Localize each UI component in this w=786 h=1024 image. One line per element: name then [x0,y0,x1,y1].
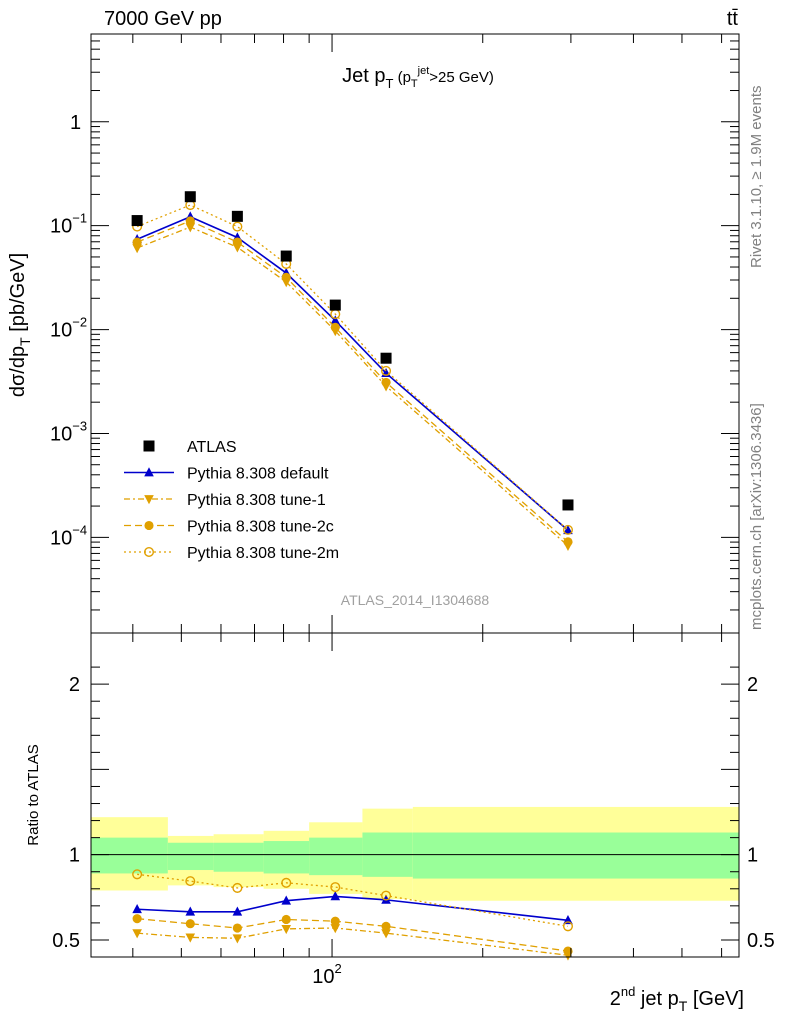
ratio-y-tick-label-right: 1 [747,845,758,867]
main-series-0-point [562,499,574,511]
plot-title: Jet pT (pTjet>25 GeV) [342,65,494,91]
ratio-series-2-point [132,929,142,939]
ratio-series-3-line [137,917,569,952]
ratio-series-4-point [232,882,243,893]
main-series-4-line [136,204,569,531]
legend-label: Pythia 8.308 tune-1 [187,492,326,509]
ratio-y-tick-label-left: 2 [69,674,80,696]
band-inner-bin [263,841,310,874]
legend: ATLAS Pythia 8.308 default Pythia 8.308 tu… [124,439,339,562]
main-series-4-point [381,365,392,376]
ratio-series-4-point [132,869,143,880]
main-series-3-point [563,537,573,547]
main-series-1-point [330,315,341,325]
main-series-4-point [562,524,573,535]
ratio-y-tick-label-left: 0.5 [52,930,80,952]
ratio-frame [90,632,740,958]
legend-marker [144,520,154,531]
ratio-series-2-point [330,924,341,934]
y-tick-label: 10−4 [50,522,87,549]
main-frame [90,33,740,634]
ratio-series-3-point [563,946,573,956]
legend-marker [144,467,154,477]
ratio-series-4-point [185,876,196,887]
ratio-y-tick-label-right: 0.5 [747,930,775,952]
axes-frames: 102 10−4 10−3 10−2 10−1 1 0.5 0.5 1 1 2 2 [50,33,775,988]
ratio-series-3-point [330,916,340,926]
ratio-series-4-line [137,873,569,927]
band-inner-bin [309,837,363,876]
svg-text:Ratio to ATLAS: Ratio to ATLAS [25,744,42,845]
main-series-3-point [232,237,242,247]
y-tick-label: 1 [70,112,81,134]
band-inner-bin [91,837,168,874]
main-series-3-point [381,377,391,387]
ratio-series-3-point [232,923,242,933]
ratio-series-1-point [281,895,292,905]
main-series-0-point [231,210,243,222]
legend-label: Pythia 8.308 default [187,466,329,483]
ratio-series-3-point [381,921,391,931]
main-series-2-point [132,244,142,254]
ratio-series-1-point [330,891,341,901]
main-series-1-point [563,524,573,535]
band-inner-bin [213,842,264,872]
band-inner-bin [167,842,214,871]
ratio-series-3-point [132,914,142,924]
rivet-version-label: Rivet 3.1.10, ≥ 1.9M events [748,85,765,269]
legend-label: Pythia 8.308 tune-2c [187,519,334,536]
main-series-0-point [329,299,341,311]
ratio-series-1-point [185,906,196,916]
main-series-0-point [184,191,196,203]
ratio-panel [91,806,739,901]
x-axis-title: 2nd jet pT [GeV] [610,984,744,1014]
main-y-axis-title: dσ/dpT [pb/GeV] [7,253,33,397]
ratio-series-1-point [132,903,142,914]
ratio-series-2-point [232,934,243,944]
y-tick-label: 10−1 [50,211,87,238]
ratio-series-4-point [281,877,292,888]
svg-text:dσ/dpT [pb/GeV]: dσ/dpT [pb/GeV] [7,253,33,397]
main-series-1-line [136,215,569,531]
mcplots-source-label: mcplots.cern.ch [arXiv:1306.3436] [748,403,765,630]
main-series-0-point [380,352,392,364]
main-series-3-point [185,216,195,226]
legend-label: Pythia 8.308 tune-2m [187,545,339,562]
legend-marker [143,546,155,558]
main-series-3-point [330,322,340,332]
process-label: tt̄ [726,8,738,30]
ratio-series-4-point [562,921,573,932]
legend-marker [143,440,155,452]
ratio-series-4-point [330,882,341,893]
main-series-0-point [131,215,143,227]
x-tick-label: 102 [312,961,341,988]
ratio-series-4-point [381,890,392,901]
main-series-2-point [185,223,196,233]
ratio-series-3-point [281,914,291,925]
series-marks [131,191,574,961]
ratio-y-axis-title: Ratio to ATLAS [25,744,42,845]
energy-label: 7000 GeV pp [104,8,222,30]
main-series-3-point [132,237,142,247]
ratio-series-2-point [281,925,292,935]
band-inner-bin [412,832,739,879]
ratio-y-tick-label-left: 1 [69,845,80,867]
legend-marker [144,495,154,505]
y-tick-label: 10−2 [50,315,87,342]
main-series-0-point [280,250,292,262]
ratio-series-1-point [232,906,243,916]
ratio-series-1-point [381,894,391,904]
ratio-series-2-point [381,929,391,939]
ratio-series-3-point [185,919,195,929]
y-tick-label: 10−3 [50,418,87,445]
main-series-4-point [232,221,243,232]
ratio-y-tick-label-right: 2 [747,674,758,696]
watermark: ATLAS_2014_I1304688 [341,592,490,608]
legend-label: ATLAS [187,439,237,456]
ratio-series-2-point [185,933,196,943]
main-series-3-point [281,272,291,282]
